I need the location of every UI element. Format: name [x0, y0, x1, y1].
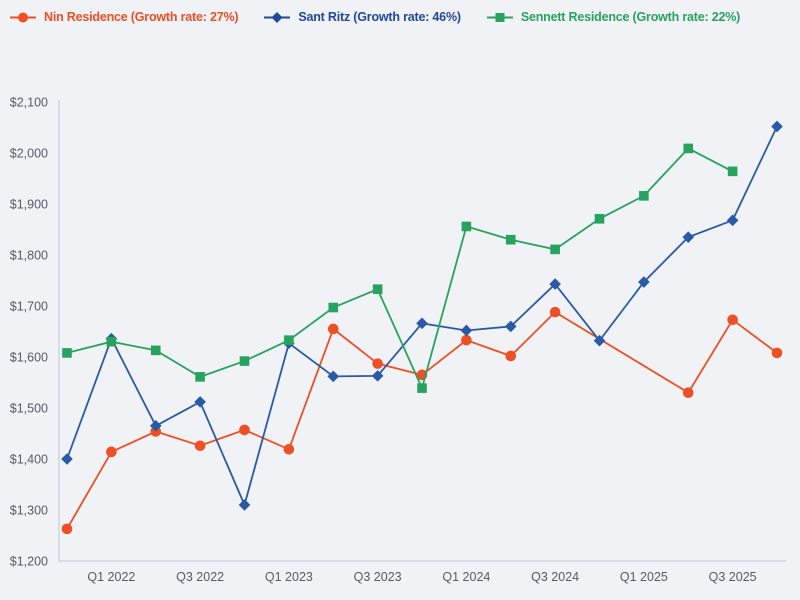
data-point-marker[interactable]	[727, 166, 738, 177]
data-point-marker[interactable]	[505, 234, 516, 245]
y-tick-label: $1,700	[10, 300, 48, 314]
data-point-marker[interactable]	[416, 317, 428, 330]
data-point-marker[interactable]	[505, 350, 517, 362]
y-tick-label: $1,500	[10, 402, 48, 416]
data-point-marker[interactable]	[727, 314, 738, 326]
data-point-marker[interactable]	[461, 221, 472, 232]
data-point-marker[interactable]	[239, 356, 250, 366]
data-point-marker[interactable]	[594, 213, 605, 224]
y-tick-label: $1,900	[10, 198, 48, 212]
y-tick-label: $1,800	[10, 249, 48, 263]
data-point-marker[interactable]	[461, 334, 472, 346]
data-point-marker[interactable]	[372, 284, 383, 294]
square-marker-icon	[486, 12, 513, 22]
data-point-marker[interactable]	[771, 120, 783, 133]
x-tick-label: Q1 2024	[442, 570, 490, 584]
data-point-marker[interactable]	[194, 440, 206, 452]
data-point-marker[interactable]	[683, 143, 694, 154]
axes	[58, 100, 786, 562]
data-point-marker[interactable]	[550, 244, 560, 255]
series-sennett-residence	[62, 143, 738, 393]
y-tick-label: $1,200	[10, 555, 48, 569]
data-point-marker[interactable]	[61, 523, 73, 535]
data-point-marker[interactable]	[327, 323, 339, 335]
data-point-marker[interactable]	[639, 191, 649, 201]
series-line	[66, 126, 778, 508]
x-tick-label: Q1 2025	[620, 570, 668, 584]
data-point-marker[interactable]	[371, 370, 384, 382]
data-point-marker[interactable]	[682, 387, 694, 399]
data-point-marker[interactable]	[283, 444, 295, 455]
x-tick-label: Q3 2023	[354, 570, 402, 584]
data-point-marker[interactable]	[328, 302, 339, 313]
series-nin-residence	[61, 306, 783, 535]
legend-label-sennett-residence: Sennett Residence (Growth rate: 22%)	[520, 10, 741, 24]
x-tick-label: Q3 2022	[176, 570, 224, 584]
data-point-marker[interactable]	[284, 335, 294, 345]
legend-item-sant-ritz[interactable]: Sant Ritz (Growth rate: 46%)	[264, 10, 461, 24]
circle-marker-icon	[10, 12, 36, 22]
data-point-marker[interactable]	[417, 383, 427, 393]
y-axis-tick-labels: $1,200 $1,300 $1,400 $1,500 $1,600 $1,700 $1,8…	[10, 96, 48, 569]
data-point-marker[interactable]	[238, 499, 251, 511]
data-point-marker[interactable]	[771, 347, 783, 359]
diamond-marker-icon	[264, 11, 291, 23]
y-tick-label: $2,000	[10, 147, 48, 161]
y-tick-label: $1,600	[10, 351, 48, 365]
series-line	[66, 310, 778, 530]
y-tick-label: $1,400	[10, 453, 48, 467]
x-tick-label: Q1 2022	[87, 570, 135, 584]
data-point-marker[interactable]	[195, 372, 205, 382]
data-point-marker[interactable]	[372, 358, 383, 369]
x-tick-label: Q3 2024	[531, 570, 579, 584]
data-point-marker[interactable]	[194, 396, 206, 408]
series-line	[66, 147, 734, 391]
data-point-marker[interactable]	[682, 231, 695, 243]
legend-item-nin-residence[interactable]: Nin Residence (Growth rate: 27%)	[10, 10, 239, 24]
data-point-marker[interactable]	[726, 214, 739, 227]
legend: Nin Residence (Growth rate: 27%) Sant Ri…	[10, 10, 740, 24]
data-point-marker[interactable]	[61, 453, 73, 465]
data-point-marker[interactable]	[106, 446, 117, 458]
y-tick-label: $2,100	[10, 96, 48, 110]
legend-item-sennett-residence[interactable]: Sennett Residence (Growth rate: 22%)	[486, 10, 741, 24]
data-point-marker[interactable]	[149, 420, 162, 432]
data-point-marker[interactable]	[638, 276, 650, 288]
series-sant-ritz	[61, 120, 783, 511]
data-point-marker[interactable]	[106, 336, 117, 347]
x-axis-tick-labels: Q1 2022 Q3 2022 Q1 2023 Q3 2023 Q1 2024 Q3 20…	[87, 570, 756, 584]
data-point-marker[interactable]	[460, 324, 473, 337]
legend-label-sant-ritz: Sant Ritz (Growth rate: 46%)	[298, 10, 461, 24]
y-tick-label: $1,300	[10, 504, 48, 518]
legend-label-nin-residence: Nin Residence (Growth rate: 27%)	[44, 10, 239, 24]
data-point-marker[interactable]	[150, 345, 161, 356]
data-point-marker[interactable]	[504, 320, 517, 333]
data-point-marker[interactable]	[62, 348, 72, 358]
x-tick-label: Q3 2025	[709, 570, 757, 584]
data-point-marker[interactable]	[549, 278, 561, 290]
data-point-marker[interactable]	[593, 334, 606, 347]
x-tick-label: Q1 2023	[265, 570, 313, 584]
data-point-marker[interactable]	[239, 424, 250, 436]
data-point-marker[interactable]	[549, 306, 561, 318]
data-point-marker[interactable]	[327, 370, 340, 383]
